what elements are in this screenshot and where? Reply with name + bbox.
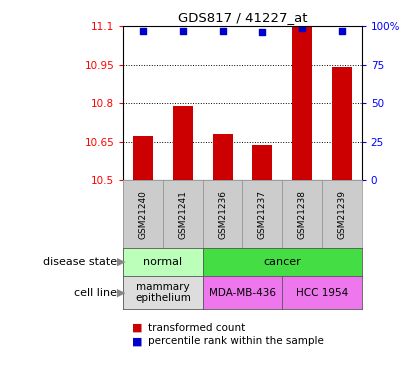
- Bar: [252, 146, 272, 180]
- Point: [219, 28, 226, 34]
- Text: percentile rank within the sample: percentile rank within the sample: [148, 336, 324, 346]
- Text: ▶: ▶: [117, 288, 125, 297]
- Text: GSM21240: GSM21240: [139, 190, 148, 239]
- Text: mammary
epithelium: mammary epithelium: [135, 282, 191, 303]
- Text: ■: ■: [132, 323, 142, 333]
- Text: HCC 1954: HCC 1954: [296, 288, 348, 297]
- Text: ▶: ▶: [117, 256, 125, 267]
- Text: normal: normal: [143, 256, 182, 267]
- Text: transformed count: transformed count: [148, 323, 245, 333]
- Point: [299, 25, 305, 31]
- Text: GSM21237: GSM21237: [258, 190, 267, 239]
- Bar: [133, 136, 153, 180]
- Bar: [213, 134, 233, 180]
- Text: GSM21239: GSM21239: [337, 190, 346, 239]
- Point: [339, 28, 345, 34]
- Bar: [292, 26, 312, 180]
- Text: disease state: disease state: [43, 256, 117, 267]
- Text: ■: ■: [132, 336, 142, 346]
- Text: cancer: cancer: [263, 256, 301, 267]
- Text: GSM21241: GSM21241: [178, 190, 187, 239]
- Text: GSM21238: GSM21238: [298, 190, 307, 239]
- Bar: [332, 67, 352, 180]
- Title: GDS817 / 41227_at: GDS817 / 41227_at: [178, 11, 307, 24]
- Point: [180, 28, 186, 34]
- Bar: [173, 106, 193, 180]
- Text: MDA-MB-436: MDA-MB-436: [209, 288, 276, 297]
- Point: [259, 29, 266, 35]
- Point: [140, 28, 146, 34]
- Text: cell line: cell line: [74, 288, 117, 297]
- Text: GSM21236: GSM21236: [218, 190, 227, 239]
